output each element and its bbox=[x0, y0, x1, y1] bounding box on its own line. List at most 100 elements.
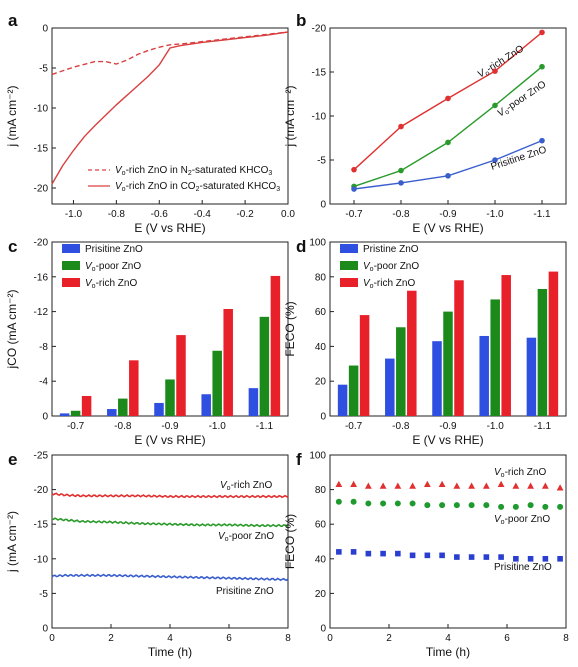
data-point-b-1-1 bbox=[398, 167, 404, 174]
panel-b: 0 -5 -10 -15 -20 -0.7 -0.8 -0.9 -1.0 -1.1 E (V vs … bbox=[283, 24, 567, 235]
data-point-b-0-2 bbox=[445, 95, 451, 102]
panel-c: 0 -4 -8 -12 -16 -20 -0.7 -0.8 -0.9 -1.0 -1.1 E (V v… bbox=[5, 238, 289, 447]
x-tick-label-e-3: 6 bbox=[226, 633, 232, 644]
data-point-f-0-12 bbox=[512, 482, 520, 489]
y-tick-label-a-0: 0 bbox=[42, 24, 48, 35]
data-point-f-1-11 bbox=[498, 503, 505, 510]
y-tick-label-e-2: -10 bbox=[34, 554, 49, 565]
annot-e-vo-rich: Vo-rich ZnO bbox=[220, 480, 272, 492]
data-point-f-1-9 bbox=[468, 502, 475, 509]
data-point-f-1-12 bbox=[512, 503, 519, 510]
legend-d-swatch-pristine bbox=[340, 244, 358, 253]
annot-b-pristine: Prisitine ZnO bbox=[490, 144, 549, 172]
y-tick-label-f-3: 60 bbox=[315, 520, 327, 531]
data-point-f-0-8 bbox=[453, 482, 461, 489]
bar-d-2-3 bbox=[501, 275, 511, 416]
plot-frame-f bbox=[329, 454, 567, 629]
y-tick-label-a-1: -5 bbox=[39, 64, 48, 75]
data-point-f-1-8 bbox=[453, 502, 460, 509]
y-tick-label-a-4: -20 bbox=[34, 184, 49, 195]
x-tick-label-b-2: -0.9 bbox=[439, 209, 457, 220]
bar-c-0-3 bbox=[201, 394, 211, 416]
x-axis-label-a: E (V vs RHE) bbox=[134, 221, 205, 235]
x-axis-label-c: E (V vs RHE) bbox=[134, 433, 205, 447]
panel-letter-d: d bbox=[296, 237, 306, 256]
x-tick-label-f-1: 2 bbox=[386, 633, 392, 644]
bar-d-0-2 bbox=[432, 341, 442, 416]
data-point-b-0-1 bbox=[398, 123, 404, 130]
x-tick-label-a-5: 0.0 bbox=[281, 209, 295, 220]
data-point-b-1-4 bbox=[539, 63, 545, 70]
legend-c-swatch-vo-rich bbox=[62, 278, 80, 287]
series-line-e-0 bbox=[51, 492, 289, 499]
bar-d-1-3 bbox=[490, 299, 500, 416]
data-point-f-0-3 bbox=[379, 482, 387, 489]
data-point-f-0-0 bbox=[335, 480, 343, 488]
y-tick-label-f-1: 20 bbox=[315, 589, 327, 600]
legend-a: Vo-rich ZnO in N2-saturated KHCO3 Vo-ric… bbox=[88, 165, 280, 193]
data-point-f-0-1 bbox=[350, 480, 357, 488]
legend-c-swatch-pristine bbox=[62, 244, 80, 253]
data-point-b-0-4 bbox=[539, 29, 545, 36]
annot-e-vo-poor: Vo-poor ZnO bbox=[218, 531, 274, 543]
panel-letter-a: a bbox=[8, 11, 18, 30]
bar-d-0-3 bbox=[479, 335, 489, 416]
annot-b-vo-rich: Vo-rich ZnO bbox=[476, 43, 527, 81]
legend-a-item-co2: Vo-rich ZnO in CO2-saturated KHCO3 bbox=[115, 181, 280, 193]
data-point-b-2-2 bbox=[445, 173, 451, 179]
y-axis-label-e: j (mA cm⁻²) bbox=[5, 511, 19, 573]
y-tick-label-c-3: -12 bbox=[34, 307, 49, 318]
bar-d-2-1 bbox=[407, 290, 417, 416]
data-point-f-2-4 bbox=[395, 550, 401, 557]
x-tick-label-a-0: -1.0 bbox=[65, 209, 83, 220]
panel-f: 0 20 40 60 80 100 0 2 4 6 8 Time (h) FECO (%) bbox=[283, 451, 569, 660]
data-point-f-1-4 bbox=[394, 500, 401, 507]
bar-c-2-4 bbox=[270, 275, 281, 416]
y-axis-label-a: j (mA cm⁻²) bbox=[5, 86, 19, 148]
x-tick-label-b-3: -1.0 bbox=[486, 209, 504, 220]
y-tick-label-e-1: -5 bbox=[39, 589, 48, 600]
y-tick-label-b-4: -20 bbox=[312, 24, 327, 35]
series-line-a-0 bbox=[51, 31, 289, 76]
data-point-f-0-7 bbox=[438, 480, 446, 488]
data-point-f-0-4 bbox=[394, 482, 402, 489]
bar-c-0-0 bbox=[59, 413, 70, 416]
x-tick-label-e-4: 8 bbox=[285, 633, 291, 644]
annot-b-vo-poor: Vo-poor ZnO bbox=[496, 79, 549, 120]
annot-f-pristine: Prisitine ZnO bbox=[494, 562, 552, 573]
y-tick-label-e-0: 0 bbox=[42, 624, 48, 635]
series-line-a-1 bbox=[51, 31, 289, 185]
data-point-f-1-1 bbox=[350, 498, 357, 505]
legend-c-item-vo-rich: Vo-rich ZnO bbox=[85, 278, 137, 290]
bar-d-0-0 bbox=[337, 384, 348, 416]
x-tick-label-d-4: -1.1 bbox=[534, 421, 552, 432]
panel-letter-e: e bbox=[8, 450, 17, 469]
data-point-f-2-8 bbox=[454, 554, 460, 560]
y-tick-label-c-0: 0 bbox=[42, 412, 48, 423]
x-tick-label-d-3: -1.0 bbox=[487, 421, 505, 432]
bar-c-2-1 bbox=[129, 360, 139, 416]
data-point-f-1-14 bbox=[542, 503, 549, 510]
legend-a-item-n2: Vo-rich ZnO in N2-saturated KHCO3 bbox=[115, 165, 272, 177]
y-tick-label-c-2: -8 bbox=[39, 342, 48, 353]
x-tick-label-c-2: -0.9 bbox=[161, 421, 179, 432]
x-tick-label-f-3: 6 bbox=[504, 633, 510, 644]
x-axis-label-b: E (V vs RHE) bbox=[412, 221, 483, 235]
bar-c-0-4 bbox=[248, 388, 259, 416]
panel-a: 0 -5 -10 -15 -20 -1.0 -0.8 -0.6 -0.4 -0.2 0.0 E (V … bbox=[5, 24, 295, 236]
y-axis-label-d: FECO (%) bbox=[283, 301, 297, 356]
series-line-b-1 bbox=[353, 66, 543, 188]
legend-d-item-pristine: Pristine ZnO bbox=[363, 244, 419, 255]
y-tick-label-e-4: -20 bbox=[34, 485, 49, 496]
panel-d: 0 20 40 60 80 100 -0.7 -0.8 -0.9 -1.0 -1.1 E (V vs … bbox=[283, 238, 567, 447]
bar-c-1-0 bbox=[70, 410, 81, 416]
data-point-f-2-7 bbox=[439, 552, 445, 559]
x-tick-label-f-2: 4 bbox=[445, 633, 451, 644]
y-tick-label-f-2: 40 bbox=[315, 554, 327, 565]
y-tick-label-e-5: -25 bbox=[34, 451, 49, 462]
legend-d-swatch-vo-rich bbox=[340, 278, 358, 287]
series-line-e-1 bbox=[51, 517, 289, 528]
legend-c-swatch-vo-poor bbox=[62, 261, 80, 270]
x-tick-label-a-4: -0.2 bbox=[236, 209, 254, 220]
bar-c-1-4 bbox=[259, 316, 270, 416]
